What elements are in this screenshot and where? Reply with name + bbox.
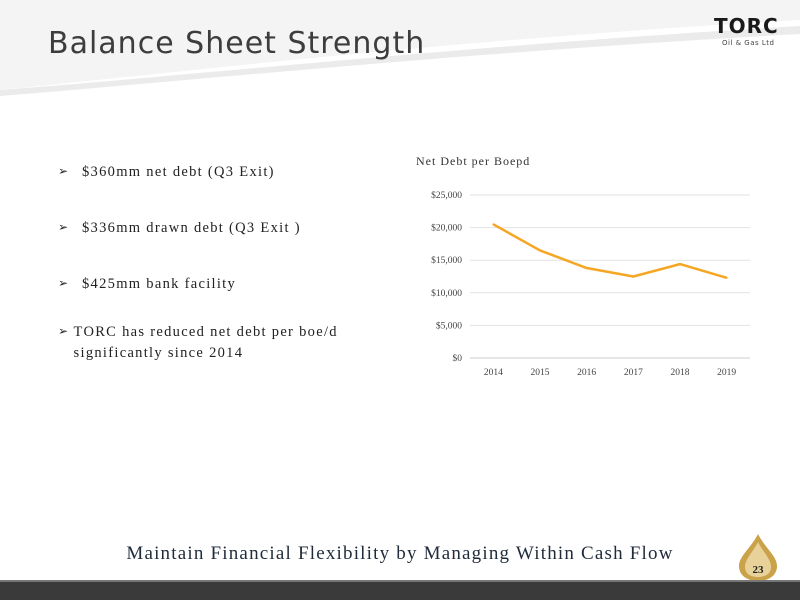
x-tick-label: 2014 — [484, 368, 503, 378]
arrow-bullet-icon: ➢ — [58, 276, 69, 290]
x-tick-label: 2018 — [671, 368, 690, 378]
series-line — [492, 223, 728, 280]
page-number: 23 — [752, 564, 764, 576]
arrow-bullet-icon: ➢ — [58, 220, 69, 234]
bullet-text: $425mm bank facility — [82, 276, 237, 292]
logo-subtext: Oil & Gas Ltd — [722, 39, 775, 47]
footer-bar-highlight — [0, 580, 800, 582]
y-tick-label: $10,000 — [431, 288, 462, 299]
bullet-item: ➢ $360mm net debt (Q3 Exit) — [58, 162, 275, 183]
bullet-item: ➢ TORC has reduced net debt per boe/d si… — [58, 322, 358, 364]
arrow-bullet-icon: ➢ — [58, 324, 69, 338]
tagline: Maintain Financial Flexibility by Managi… — [126, 543, 674, 564]
y-tick-label: $20,000 — [431, 223, 462, 234]
oil-drop-icon — [739, 534, 777, 581]
y-tick-label: $5,000 — [436, 320, 462, 331]
data-point — [585, 267, 588, 270]
footer-bar — [0, 580, 800, 600]
x-tick-label: 2019 — [717, 368, 736, 378]
x-tick-label: 2017 — [624, 368, 643, 378]
header-swoosh-decoration — [0, 0, 800, 96]
bullet-text: TORC has reduced net debt per boe/d sign… — [73, 324, 338, 361]
data-point — [492, 223, 495, 226]
bullet-text: $336mm drawn debt (Q3 Exit ) — [82, 220, 301, 236]
chart-title: Net Debt per Boepd — [416, 154, 531, 168]
company-logo: TORC Oil & Gas Ltd — [706, 14, 788, 54]
bullet-item: ➢ $425mm bank facility — [58, 274, 236, 295]
logo-text: TORC — [714, 14, 779, 38]
net-debt-line-chart: $0 $5,000 $10,000 $15,000 $20,000 $25,000 2014… — [431, 190, 750, 378]
data-point — [632, 275, 635, 278]
slide-title: Balance Sheet Strength — [48, 26, 426, 61]
y-tick-label: $15,000 — [431, 255, 462, 266]
data-point — [679, 263, 681, 266]
arrow-bullet-icon: ➢ — [58, 164, 69, 178]
bullet-text: $360mm net debt (Q3 Exit) — [82, 164, 275, 180]
bullet-item: ➢ $336mm drawn debt (Q3 Exit ) — [58, 218, 301, 239]
data-point — [725, 276, 728, 279]
y-tick-label: $25,000 — [431, 190, 462, 201]
y-tick-label: $0 — [453, 353, 463, 364]
x-tick-label: 2015 — [531, 368, 550, 378]
x-tick-label: 2016 — [577, 368, 596, 378]
data-point — [539, 249, 541, 252]
